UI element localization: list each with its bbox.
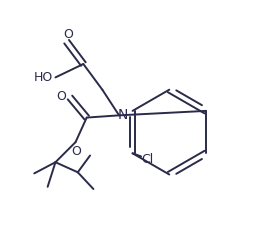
Text: HO: HO bbox=[34, 70, 54, 83]
Text: Cl: Cl bbox=[142, 153, 154, 166]
Text: O: O bbox=[72, 144, 82, 158]
Text: O: O bbox=[63, 28, 73, 40]
Text: O: O bbox=[56, 89, 66, 102]
Text: N: N bbox=[118, 108, 128, 122]
